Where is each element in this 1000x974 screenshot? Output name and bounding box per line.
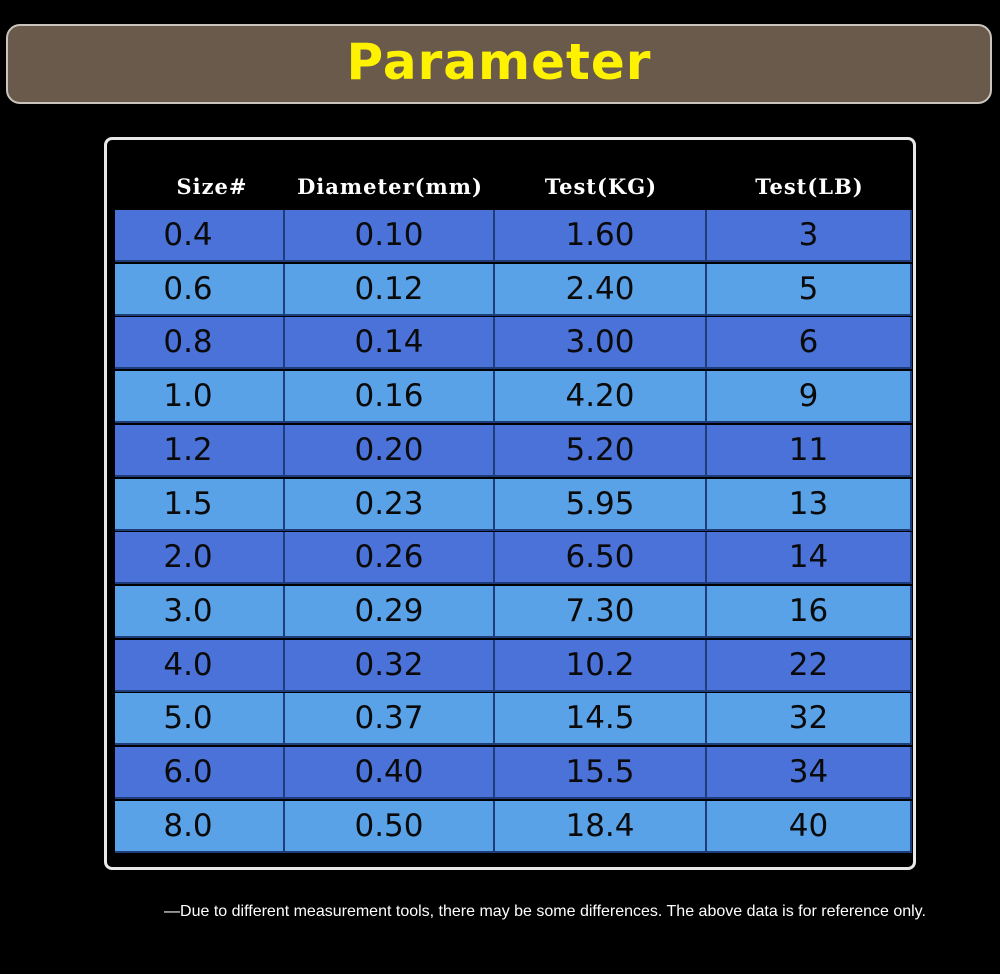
header-size: Size# bbox=[176, 173, 248, 199]
size-cell: 4.0 bbox=[115, 639, 285, 692]
size-cell: 0.6 bbox=[115, 263, 285, 316]
test-lb-cell: 14 bbox=[707, 532, 912, 585]
test-kg-cell: 5.95 bbox=[495, 478, 707, 531]
header-diameter: Diameter(mm) bbox=[297, 173, 483, 199]
size-cell: 5.0 bbox=[115, 693, 285, 746]
table-row: 0.6 0.12 2.40 5 bbox=[115, 263, 912, 316]
title-bar: Parameter bbox=[6, 24, 992, 104]
table-row: 0.4 0.10 1.60 3 bbox=[115, 210, 912, 262]
test-kg-cell: 14.5 bbox=[495, 693, 707, 746]
test-lb-cell: 40 bbox=[707, 800, 912, 853]
diameter-cell: 0.50 bbox=[285, 800, 495, 853]
test-kg-cell: 18.4 bbox=[495, 800, 707, 853]
diameter-cell: 0.16 bbox=[285, 371, 495, 424]
test-lb-cell: 9 bbox=[707, 371, 912, 424]
header-test-kg: Test(KG) bbox=[544, 173, 658, 199]
test-lb-cell: 6 bbox=[707, 317, 912, 370]
test-kg-cell: 10.2 bbox=[495, 639, 707, 692]
diameter-cell: 0.23 bbox=[285, 478, 495, 531]
footnote: —Due to different measurement tools, the… bbox=[164, 903, 926, 920]
table-row: 0.8 0.14 3.00 6 bbox=[115, 317, 912, 370]
diameter-cell: 0.40 bbox=[285, 747, 495, 799]
size-cell: 6.0 bbox=[115, 747, 285, 799]
diameter-cell: 0.32 bbox=[285, 639, 495, 692]
table-row: 1.5 0.23 5.95 13 bbox=[115, 478, 912, 531]
test-lb-cell: 22 bbox=[707, 639, 912, 692]
size-cell: 1.0 bbox=[115, 371, 285, 424]
size-cell: 1.5 bbox=[115, 478, 285, 531]
size-cell: 2.0 bbox=[115, 532, 285, 585]
test-lb-cell: 16 bbox=[707, 585, 912, 638]
table-row: 1.0 0.16 4.20 9 bbox=[115, 371, 912, 424]
table-row: 8.0 0.50 18.4 40 bbox=[115, 800, 912, 853]
test-kg-cell: 2.40 bbox=[495, 263, 707, 316]
page-title: Parameter bbox=[346, 33, 652, 91]
table-row: 5.0 0.37 14.5 32 bbox=[115, 693, 912, 746]
diameter-cell: 0.29 bbox=[285, 585, 495, 638]
diameter-cell: 0.20 bbox=[285, 424, 495, 477]
diameter-cell: 0.12 bbox=[285, 263, 495, 316]
diameter-cell: 0.26 bbox=[285, 532, 495, 585]
parameter-table: Size# Diameter(mm) Test(KG) Test(LB) 0.4… bbox=[104, 137, 916, 870]
test-lb-cell: 34 bbox=[707, 747, 912, 799]
test-kg-cell: 1.60 bbox=[495, 210, 707, 262]
diameter-cell: 0.37 bbox=[285, 693, 495, 746]
test-kg-cell: 3.00 bbox=[495, 317, 707, 370]
table-row: 2.0 0.26 6.50 14 bbox=[115, 532, 912, 585]
size-cell: 1.2 bbox=[115, 424, 285, 477]
table-row: 4.0 0.32 10.2 22 bbox=[115, 639, 912, 692]
header-test-lb: Test(LB) bbox=[755, 173, 864, 199]
test-lb-cell: 13 bbox=[707, 478, 912, 531]
test-kg-cell: 4.20 bbox=[495, 371, 707, 424]
table-row: 6.0 0.40 15.5 34 bbox=[115, 747, 912, 799]
diameter-cell: 0.10 bbox=[285, 210, 495, 262]
table-row: 3.0 0.29 7.30 16 bbox=[115, 585, 912, 638]
test-lb-cell: 11 bbox=[707, 424, 912, 477]
size-cell: 8.0 bbox=[115, 800, 285, 853]
test-kg-cell: 15.5 bbox=[495, 747, 707, 799]
test-lb-cell: 3 bbox=[707, 210, 912, 262]
test-kg-cell: 6.50 bbox=[495, 532, 707, 585]
test-kg-cell: 7.30 bbox=[495, 585, 707, 638]
size-cell: 0.4 bbox=[115, 210, 285, 262]
diameter-cell: 0.14 bbox=[285, 317, 495, 370]
size-cell: 0.8 bbox=[115, 317, 285, 370]
table-header-row: Size# Diameter(mm) Test(KG) Test(LB) bbox=[107, 164, 913, 208]
test-lb-cell: 32 bbox=[707, 693, 912, 746]
size-cell: 3.0 bbox=[115, 585, 285, 638]
test-lb-cell: 5 bbox=[707, 263, 912, 316]
test-kg-cell: 5.20 bbox=[495, 424, 707, 477]
table-row: 1.2 0.20 5.20 11 bbox=[115, 424, 912, 477]
